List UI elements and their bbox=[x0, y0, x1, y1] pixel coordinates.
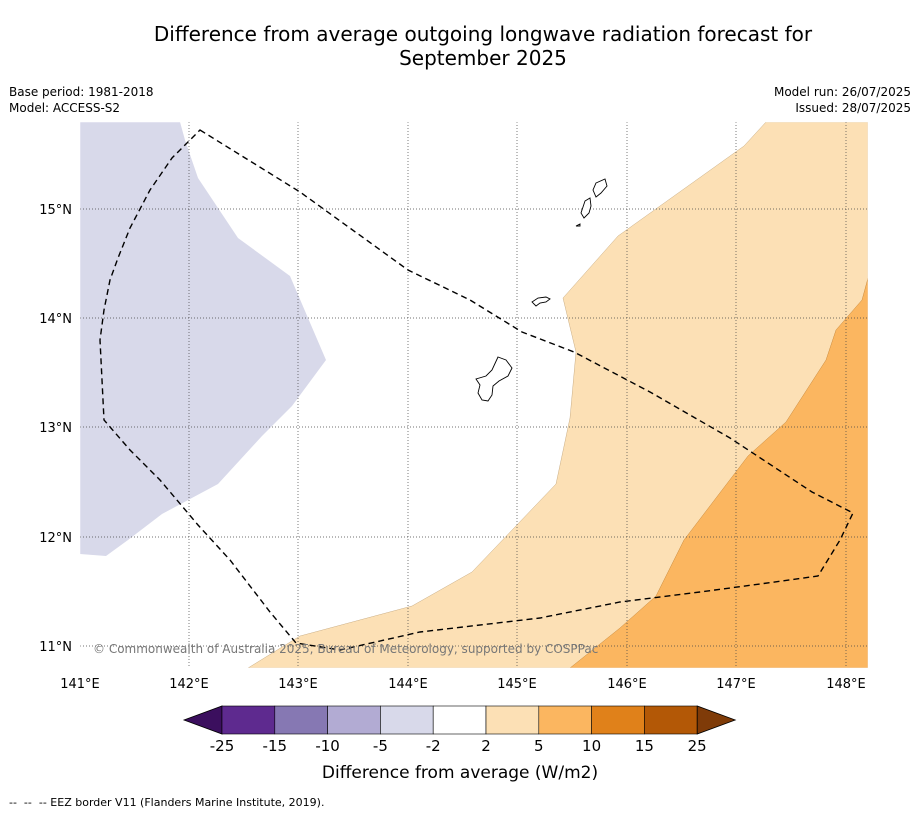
colorbar-tick-label: -15 bbox=[263, 737, 288, 755]
colorbar-extend-min bbox=[182, 705, 223, 735]
colorbar-segment bbox=[485, 705, 540, 735]
lon-label-142e: 142°E bbox=[169, 677, 209, 692]
issued-date: Issued: 28/07/2025 bbox=[795, 101, 911, 115]
model-name: Model: ACCESS-S2 bbox=[9, 101, 121, 115]
lon-label-144e: 144°E bbox=[388, 677, 428, 692]
title-line-2: September 2025 bbox=[399, 46, 567, 70]
island-aguijan bbox=[575, 223, 581, 227]
lon-label-141e: 141°E bbox=[60, 677, 100, 692]
colorbar-segment bbox=[644, 705, 698, 735]
gridlines bbox=[80, 122, 868, 668]
colorbar-tick-label: 10 bbox=[582, 737, 601, 755]
colorbar-tick-label: 5 bbox=[534, 737, 544, 755]
lon-label-146e: 146°E bbox=[607, 677, 647, 692]
model-run: Model run: 26/07/2025 bbox=[773, 85, 911, 99]
colorbar-segment bbox=[591, 705, 645, 735]
colorbar-segment bbox=[538, 705, 592, 735]
eez-border bbox=[99, 129, 854, 651]
island-tinian bbox=[580, 197, 592, 219]
lon-label-145e: 145°E bbox=[497, 677, 537, 692]
map-frame bbox=[79, 121, 869, 669]
lon-label-147e: 147°E bbox=[716, 677, 756, 692]
colorbar-extend-max bbox=[696, 705, 737, 735]
lat-label-13n: 13°N bbox=[39, 421, 72, 436]
copyright-text: © Commonwealth of Australia 2025, Bureau… bbox=[93, 642, 598, 656]
lat-label-12n: 12°N bbox=[39, 531, 72, 546]
colorbar-segment bbox=[221, 705, 276, 735]
colorbar-tick-label: -5 bbox=[373, 737, 388, 755]
island-saipan bbox=[592, 178, 608, 198]
island-guam bbox=[475, 356, 513, 402]
anomaly-region-neg2-neg5 bbox=[80, 122, 326, 556]
meta-left: Base period: 1981-2018 Model: ACCESS-S2 bbox=[9, 84, 154, 116]
longitude-labels: 141°E 142°E 143°E 144°E 145°E 146°E 147°… bbox=[60, 677, 866, 692]
meta-right: Model run: 26/07/2025 Issued: 28/07/2025 bbox=[774, 84, 911, 116]
anomaly-region-pos5-pos10 bbox=[569, 277, 868, 668]
lat-label-11n: 11°N bbox=[39, 640, 72, 655]
colorbar-segment bbox=[327, 705, 381, 735]
lat-label-14n: 14°N bbox=[39, 312, 72, 327]
colorbar-title: Difference from average (W/m2) bbox=[322, 763, 598, 783]
map-title: Difference from average outgoing longwav… bbox=[80, 22, 886, 70]
colorbar: -25 -15 -10 -5 -2 2 5 10 15 25 bbox=[182, 705, 737, 755]
colorbar-segment bbox=[274, 705, 328, 735]
latitude-labels: 15°N 14°N 13°N 12°N 11°N bbox=[39, 203, 72, 655]
colorbar-tick-label: 25 bbox=[688, 737, 707, 755]
lon-label-143e: 143°E bbox=[278, 677, 318, 692]
colorbar-tick-label: -25 bbox=[210, 737, 235, 755]
island-rota bbox=[531, 296, 551, 307]
colorbar-segment bbox=[380, 705, 434, 735]
colorbar-tick-label: -10 bbox=[315, 737, 340, 755]
colorbar-segment bbox=[432, 705, 487, 735]
colorbar-tick-label: 15 bbox=[635, 737, 654, 755]
colorbar-tick-label: -2 bbox=[426, 737, 441, 755]
colorbar-tick-label: 2 bbox=[481, 737, 491, 755]
lat-label-15n: 15°N bbox=[39, 203, 72, 218]
lon-label-148e: 148°E bbox=[826, 677, 866, 692]
islands bbox=[475, 178, 608, 402]
base-period: Base period: 1981-2018 bbox=[9, 85, 154, 99]
title-line-1: Difference from average outgoing longwav… bbox=[153, 22, 813, 46]
eez-legend-text: -- -- -- EEZ border V11 (Flanders Marine… bbox=[9, 796, 325, 809]
